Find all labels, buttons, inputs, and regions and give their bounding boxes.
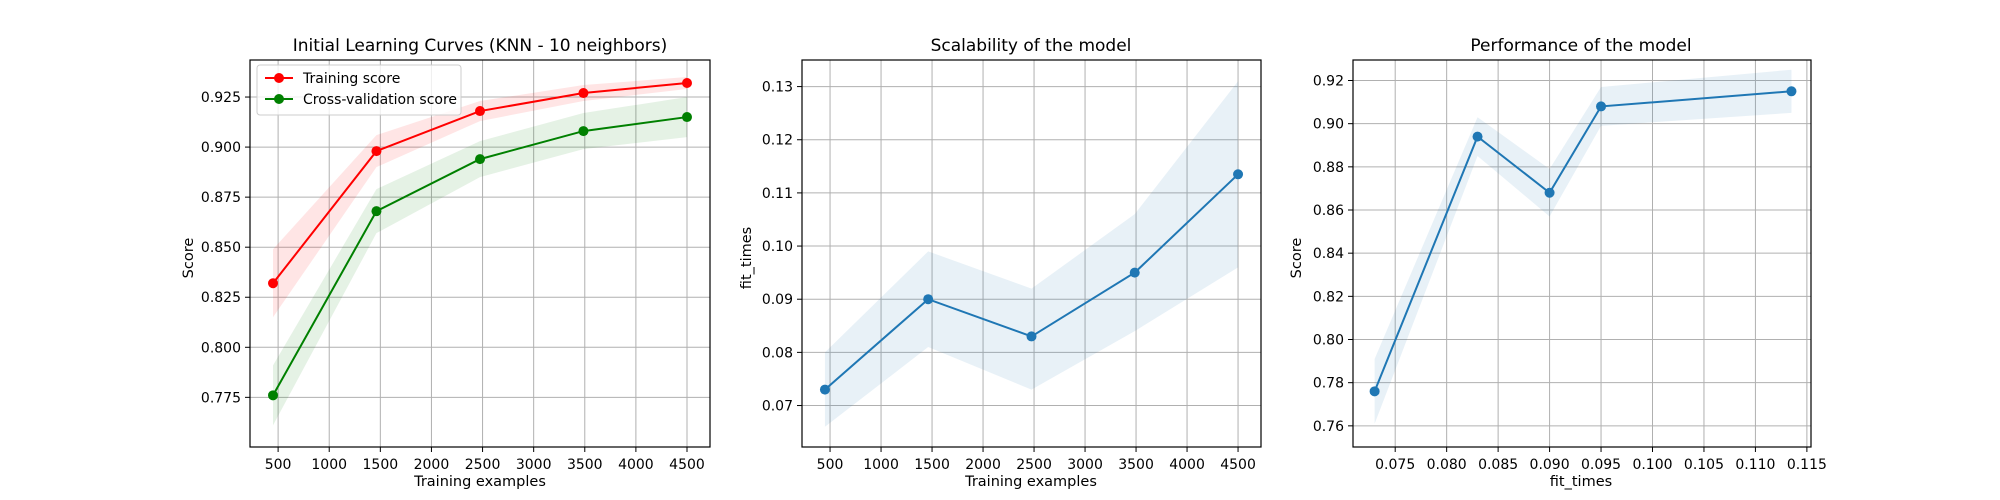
chart-title: Performance of the model <box>1470 36 1691 56</box>
legend-label-training: Training score <box>302 71 400 87</box>
x-tick-label: 2000 <box>414 457 450 473</box>
y-tick-label: 0.84 <box>1313 246 1344 262</box>
data-point <box>578 88 589 99</box>
data-point <box>1472 131 1483 142</box>
y-tick-label: 0.86 <box>1313 203 1344 219</box>
data-point <box>1786 86 1797 97</box>
y-tick-label: 0.825 <box>201 290 241 306</box>
y-tick-label: 0.925 <box>201 90 241 106</box>
data-point <box>371 206 382 217</box>
x-tick-label: 2000 <box>965 457 1001 473</box>
x-axis-label: Training examples <box>964 474 1097 490</box>
x-tick-label: 3000 <box>516 457 552 473</box>
x-tick-label: 0.115 <box>1787 457 1827 473</box>
y-tick-label: 0.875 <box>201 190 241 206</box>
data-point <box>268 390 278 401</box>
confidence-band <box>273 77 687 318</box>
x-tick-label: 1500 <box>914 457 950 473</box>
panel-learning-curves: 500 1000 1500 2000 2500 3000 3500 4000 4500 0.775… <box>181 36 711 490</box>
x-tick-label: 2500 <box>465 457 501 473</box>
data-point <box>1129 267 1140 278</box>
legend-marker-cv <box>274 94 284 104</box>
y-axis-label: fit_times <box>739 227 755 289</box>
x-tick-label: 0.090 <box>1530 457 1570 473</box>
x-tick-label: 3500 <box>1118 457 1154 473</box>
x-axis-label: fit_times <box>1550 474 1612 490</box>
y-tick-label: 0.88 <box>1313 160 1344 176</box>
x-tick-label: 1000 <box>311 457 347 473</box>
chart-title: Scalability of the model <box>931 36 1132 56</box>
y-tick-label: 0.92 <box>1313 74 1344 90</box>
y-axis-label: Score <box>1289 238 1305 279</box>
x-axis-label: Training examples <box>413 474 546 490</box>
y-tick-label: 0.900 <box>201 140 241 156</box>
y-tick-label: 0.800 <box>201 340 241 356</box>
y-tick-label: 0.80 <box>1313 333 1344 349</box>
legend-label-cv: Cross-validation score <box>303 92 457 108</box>
data-point <box>578 126 589 137</box>
y-tick-label: 0.90 <box>1313 117 1344 133</box>
data-point <box>682 78 692 89</box>
plot-area: 500 1000 1500 2000 2500 3000 3500 4000 4500 0.775… <box>201 59 711 473</box>
x-tick-label: 0.100 <box>1632 457 1672 473</box>
legend: Training score Cross-validation score <box>256 64 462 116</box>
y-tick-label: 0.850 <box>201 240 241 256</box>
data-point <box>1544 187 1555 198</box>
data-point <box>371 146 382 157</box>
x-tick-label: 0.110 <box>1735 457 1775 473</box>
data-point <box>819 384 830 395</box>
y-axis-label: Score <box>181 238 197 279</box>
y-tick-label: 0.07 <box>762 399 793 415</box>
axes-frame <box>801 59 1262 448</box>
data-point <box>1596 101 1607 112</box>
x-tick-label: 4000 <box>1169 457 1205 473</box>
y-tick-label: 0.08 <box>762 345 793 361</box>
x-tick-label: 4500 <box>1220 457 1256 473</box>
x-tick-label: 0.095 <box>1581 457 1621 473</box>
y-tick-label: 0.76 <box>1313 419 1344 435</box>
data-point <box>923 294 934 305</box>
x-tick-label: 500 <box>817 457 844 473</box>
y-tick-label: 0.13 <box>762 80 793 96</box>
data-point <box>1369 386 1380 397</box>
x-tick-label: 0.075 <box>1375 457 1415 473</box>
data-point <box>682 112 692 123</box>
y-tick-label: 0.10 <box>762 239 793 255</box>
x-tick-label: 2500 <box>1016 457 1052 473</box>
x-tick-label: 500 <box>265 457 292 473</box>
chart-title: Initial Learning Curves (KNN - 10 neighb… <box>293 36 667 56</box>
panel-performance: 0.075 0.080 0.085 0.090 0.095 0.100 0.105 0.110… <box>1289 36 1827 490</box>
data-point <box>475 106 485 117</box>
data-point <box>268 278 278 289</box>
y-tick-label: 0.09 <box>762 292 793 308</box>
confidence-band <box>1374 69 1792 424</box>
plot-area: 0.075 0.080 0.085 0.090 0.095 0.100 0.105 0.110… <box>1313 59 1827 473</box>
axes-frame <box>249 59 711 448</box>
x-tick-label: 1000 <box>863 457 899 473</box>
x-tick-label: 0.080 <box>1427 457 1467 473</box>
x-tick-label: 1500 <box>363 457 399 473</box>
x-tick-label: 0.105 <box>1684 457 1724 473</box>
legend-frame <box>256 64 462 116</box>
x-tick-label: 4000 <box>618 457 654 473</box>
y-tick-label: 0.78 <box>1313 376 1344 392</box>
x-tick-label: 0.085 <box>1478 457 1518 473</box>
panel-scalability: 500 1000 1500 2000 2500 3000 3500 4000 4500 0.07 0… <box>739 36 1262 490</box>
x-tick-label: 4500 <box>669 457 705 473</box>
data-point <box>475 154 485 165</box>
data-point <box>1026 331 1037 342</box>
y-tick-label: 0.12 <box>762 133 793 149</box>
y-tick-label: 0.11 <box>762 186 793 202</box>
data-point <box>1233 169 1244 180</box>
plot-area: 500 1000 1500 2000 2500 3000 3500 4000 4500 0.07 0… <box>762 59 1262 473</box>
y-tick-label: 0.82 <box>1313 289 1344 305</box>
legend-marker-training <box>274 73 284 83</box>
x-tick-label: 3000 <box>1067 457 1103 473</box>
x-tick-label: 3500 <box>567 457 603 473</box>
y-tick-label: 0.775 <box>201 390 241 406</box>
confidence-band <box>824 81 1239 427</box>
